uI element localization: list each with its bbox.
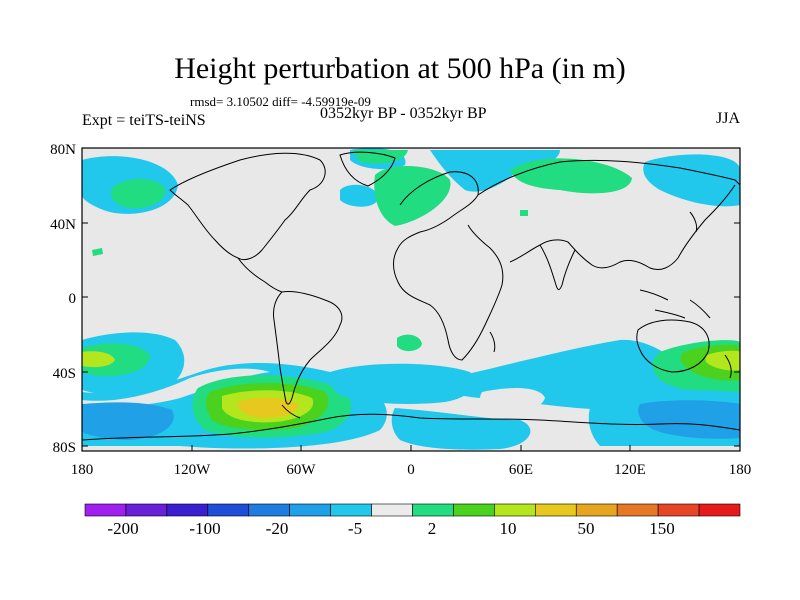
colorbar-label: 2 bbox=[428, 519, 437, 538]
colorbar-swatch bbox=[207, 503, 250, 517]
contour-blue-southatlantic bbox=[328, 363, 474, 404]
colorbar-label: -100 bbox=[189, 519, 220, 538]
lon-tick-label: 180 bbox=[729, 462, 752, 478]
contour-green-tiny-1 bbox=[92, 248, 103, 256]
experiment-label: Expt = teiTS-teiNS bbox=[82, 112, 206, 129]
contour-lightgray-band bbox=[82, 368, 270, 407]
lat-tick-label: 40N bbox=[50, 217, 76, 233]
lat-tick-label: 80N bbox=[50, 142, 76, 158]
lon-tick-label: 60W bbox=[286, 462, 316, 478]
map-title: Height perturbation at 500 hPa (in m) bbox=[174, 52, 626, 85]
contour-blue-russia bbox=[430, 150, 560, 192]
lon-tick-label: 120W bbox=[174, 462, 212, 478]
colorbar-swatch bbox=[289, 503, 331, 517]
coastlines bbox=[82, 151, 740, 441]
stats-text: rmsd= 3.10502 diff= -4.59919e-09 bbox=[190, 94, 371, 109]
colorbar-label: -5 bbox=[348, 519, 362, 538]
colorbar-swatch bbox=[371, 503, 413, 517]
colorbar-swatch bbox=[248, 503, 290, 517]
colorbar-swatch bbox=[616, 503, 659, 517]
lat-axis bbox=[82, 147, 740, 447]
colorbar-label: 50 bbox=[578, 519, 595, 538]
lat-tick-label: 80S bbox=[53, 440, 76, 456]
lon-tick-label: 0 bbox=[407, 462, 415, 478]
contour-green-south-pacific-west bbox=[82, 343, 150, 377]
contour-green-small-sa bbox=[397, 334, 422, 352]
lat-tick-label: 0 bbox=[69, 291, 77, 307]
season-label: JJA bbox=[716, 110, 741, 127]
colorbar-label: 150 bbox=[649, 519, 675, 538]
colorbar-label: 10 bbox=[500, 519, 517, 538]
lon-axis bbox=[81, 445, 741, 451]
contour-darkblue-southeast bbox=[638, 400, 740, 439]
colorbar-swatch bbox=[657, 503, 700, 517]
colorbar bbox=[84, 503, 741, 517]
contour-blue-northatlantic bbox=[340, 184, 379, 207]
lon-tick-label: 60E bbox=[509, 462, 533, 478]
contour-lightgray-indian bbox=[480, 388, 545, 415]
colorbar-swatch bbox=[125, 503, 168, 517]
contour-darkblue-southwest bbox=[82, 402, 174, 440]
colorbar-swatch bbox=[453, 503, 495, 517]
colorbar-swatch bbox=[84, 503, 127, 517]
colorbar-swatch bbox=[698, 503, 741, 517]
lon-tick-label: 120E bbox=[614, 462, 646, 478]
colorbar-swatch bbox=[330, 503, 372, 517]
colorbar-swatch bbox=[166, 503, 209, 517]
lon-tick-label: 180 bbox=[71, 462, 94, 478]
contour-green-tiny-2 bbox=[520, 210, 528, 216]
contour-blue-northpacific bbox=[643, 154, 740, 207]
colorbar-swatch bbox=[535, 503, 577, 517]
colorbar-swatch bbox=[575, 503, 618, 517]
contour-green-europe bbox=[374, 165, 451, 226]
contour-green-alaska bbox=[110, 179, 166, 209]
period-label: 0352kyr BP - 0352kyr BP bbox=[320, 105, 487, 122]
colorbar-swatch bbox=[412, 503, 454, 517]
colorbar-swatch bbox=[494, 503, 536, 517]
colorbar-label: -20 bbox=[266, 519, 289, 538]
contour-yellowgreen-aus-east bbox=[705, 350, 740, 371]
lat-tick-label: 40S bbox=[53, 366, 76, 382]
colorbar-label: -200 bbox=[107, 519, 138, 538]
contour-yellowgreen-south-pacific-west bbox=[82, 351, 115, 368]
contour-fills bbox=[82, 148, 740, 450]
contour-yellow-south-pacific-high bbox=[238, 397, 299, 418]
